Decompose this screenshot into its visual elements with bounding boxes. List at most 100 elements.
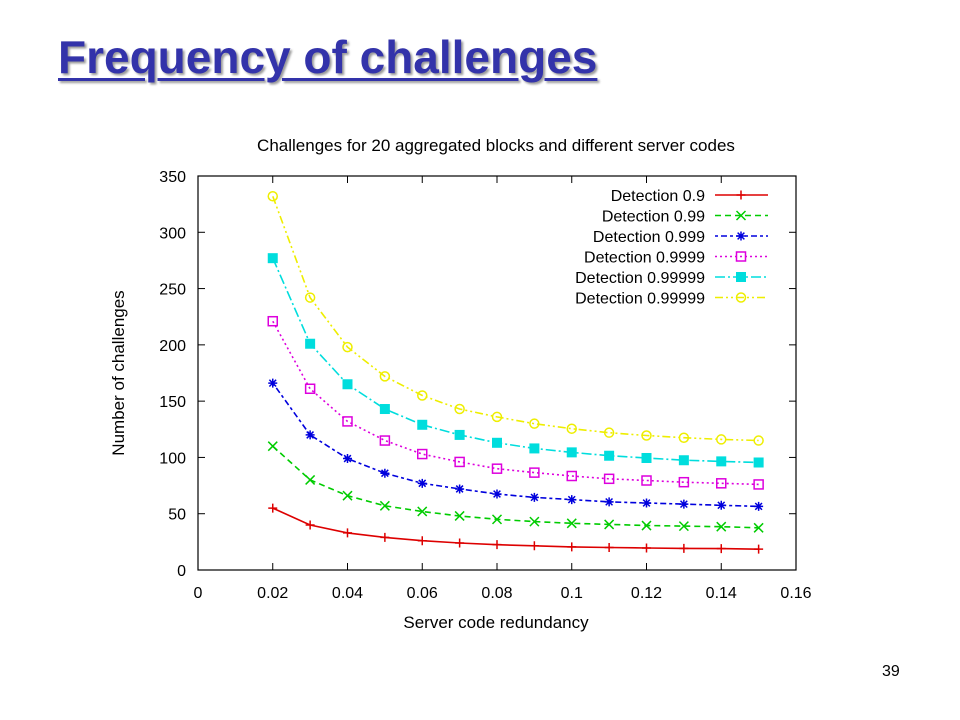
page-number: 39 (882, 663, 900, 680)
series-1 (268, 503, 764, 554)
y-axis-label: Number of challenges (109, 290, 128, 455)
data-point-marker (268, 503, 278, 513)
data-point-marker (753, 457, 764, 468)
legend-item: Detection 0.99999 (575, 291, 768, 308)
x-tick-label: 0.14 (706, 585, 737, 602)
data-point-marker (454, 456, 465, 468)
data-point-marker (566, 447, 577, 458)
data-point-marker (735, 210, 747, 221)
data-point-marker (492, 437, 502, 448)
data-point-marker (754, 544, 764, 554)
data-point-marker (454, 403, 465, 415)
data-point-marker (417, 448, 428, 460)
data-point-marker (305, 338, 316, 349)
y-tick-label: 50 (168, 507, 186, 524)
data-point-marker (267, 315, 278, 327)
data-point-marker (417, 536, 427, 546)
data-point-marker (379, 435, 391, 446)
data-point-marker (736, 231, 746, 241)
legend-label: Detection 0.999 (593, 229, 705, 246)
data-point-marker (567, 495, 577, 505)
data-point-marker (641, 475, 652, 486)
plot-frame (197, 175, 797, 571)
series-5 (267, 253, 764, 468)
data-point-marker (716, 456, 727, 467)
series-line (272, 382, 759, 508)
legend-label: Detection 0.99999 (575, 270, 705, 287)
series-line (272, 320, 759, 486)
y-tick-label: 100 (159, 450, 186, 467)
data-point-marker (305, 520, 315, 530)
data-point-marker (566, 518, 577, 529)
data-point-marker (736, 190, 746, 200)
data-point-marker (566, 423, 577, 434)
data-point-marker (342, 341, 353, 353)
x-tick-label: 0.1 (561, 585, 583, 602)
data-point-marker (529, 443, 540, 454)
data-point-marker (529, 516, 540, 527)
data-point-marker (492, 540, 502, 550)
series-line (272, 445, 759, 529)
legend-label: Detection 0.9999 (584, 250, 705, 267)
legend-label: Detection 0.99999 (575, 291, 705, 308)
data-point-marker (305, 430, 315, 440)
series-2 (267, 441, 764, 533)
series-6 (267, 191, 764, 446)
data-point-marker (679, 499, 689, 509)
y-tick-label: 150 (159, 394, 186, 411)
x-axis-ticks: 0 0.02 0.04 0.06 0.08 0.1 0.12 0.14 0.16 (194, 176, 812, 602)
data-point-marker (491, 514, 503, 525)
data-point-marker (716, 478, 727, 489)
legend-item: Detection 0.9999 (584, 250, 768, 267)
series-4 (267, 315, 764, 490)
y-tick-label: 300 (159, 225, 186, 242)
data-point-marker (604, 542, 614, 552)
data-point-marker (679, 543, 689, 553)
data-point-marker (604, 450, 615, 461)
data-point-marker (454, 429, 465, 440)
x-tick-label: 0.04 (332, 585, 363, 602)
data-point-marker (343, 528, 352, 538)
data-point-marker (379, 404, 390, 415)
data-point-marker (529, 541, 539, 551)
data-point-marker (342, 416, 353, 427)
data-point-marker (735, 292, 747, 303)
data-point-marker (379, 500, 390, 511)
data-point-marker (454, 510, 465, 521)
data-point-marker (641, 452, 652, 463)
data-point-marker (342, 379, 353, 390)
data-point-marker (604, 497, 614, 507)
data-point-marker (305, 474, 316, 485)
x-tick-label: 0.06 (407, 585, 438, 602)
data-point-marker (417, 506, 428, 517)
data-point-marker (642, 543, 651, 553)
data-point-marker (753, 479, 764, 490)
data-point-marker (417, 478, 427, 488)
slide-title: Frequency of challenges (58, 31, 598, 83)
data-point-marker (491, 463, 503, 474)
data-point-marker (455, 484, 465, 494)
legend-item: Detection 0.99999 (575, 270, 768, 287)
data-point-marker (567, 542, 577, 552)
x-axis-label: Server code redundancy (403, 613, 589, 632)
x-tick-label: 0.02 (257, 585, 288, 602)
data-point-marker (529, 418, 540, 429)
data-point-marker (342, 490, 353, 501)
data-point-marker (304, 383, 316, 395)
data-point-marker (678, 432, 690, 443)
data-point-marker (641, 520, 652, 531)
data-point-marker (491, 411, 503, 423)
data-point-marker (417, 419, 428, 430)
series-line (272, 507, 759, 550)
data-point-marker (604, 519, 615, 530)
legend: Detection 0.9 Detection 0.99 Detection 0.9… (575, 188, 768, 308)
x-tick-label: 0.16 (780, 585, 811, 602)
data-point-marker (566, 470, 577, 482)
data-point-marker (268, 378, 278, 388)
chart-title: Challenges for 20 aggregated blocks and … (257, 136, 735, 155)
data-point-marker (716, 544, 726, 554)
data-point-marker (641, 430, 652, 441)
data-point-marker (642, 498, 651, 508)
legend-item: Detection 0.99 (602, 209, 768, 226)
